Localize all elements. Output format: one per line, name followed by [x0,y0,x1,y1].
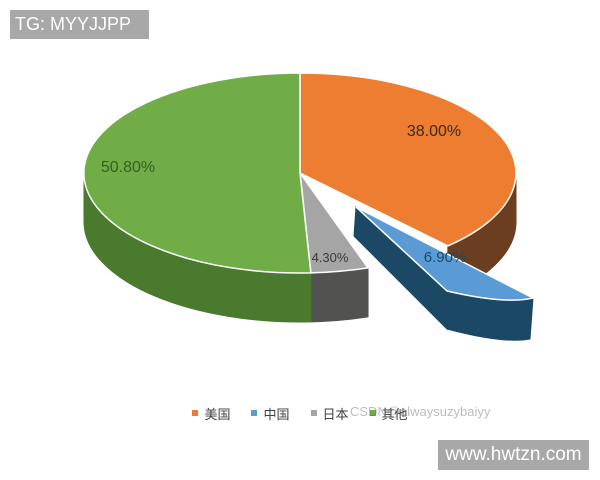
svg-text:50.80%: 50.80% [101,159,155,176]
svg-text:38.00%: 38.00% [407,123,461,140]
svg-text:6.90%: 6.90% [424,249,467,266]
svg-text:4.30%: 4.30% [312,250,349,265]
